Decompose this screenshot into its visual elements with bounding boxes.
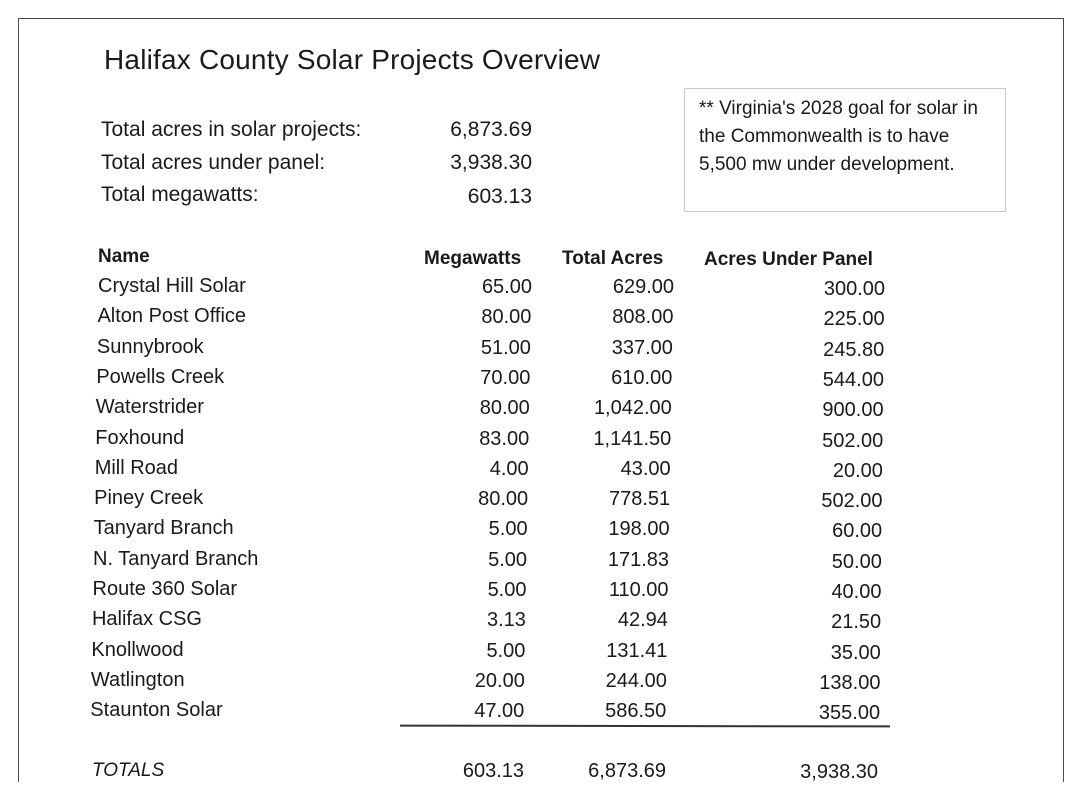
cell-name: Mill Road [94, 456, 179, 479]
summary-value-total-megawatts: 603.13 [467, 185, 532, 208]
cell-name: Waterstrider [95, 396, 204, 419]
goal-note: ** Virginia's 2028 goal for solar in the… [684, 88, 1006, 212]
summary-label-total-acres: Total acres in solar projects: [101, 118, 362, 141]
cell-name: Route 360 Solar [92, 578, 238, 600]
cell-megawatts: 80.00 [479, 397, 530, 420]
summary-label-acres-under-panel: Total acres under panel: [101, 151, 326, 174]
cell-name: Watlington [90, 668, 185, 691]
cell-acres-under-panel: 900.00 [822, 399, 884, 422]
cell-megawatts: 80.00 [481, 306, 532, 329]
summary-value-total-acres: 6,873.69 [450, 118, 532, 141]
cell-acres-under-panel: 60.00 [832, 520, 883, 543]
totals-total-acres: 6,873.69 [588, 760, 666, 782]
column-header-acres-under-panel: Acres Under Panel [704, 249, 873, 270]
cell-name: Crystal Hill Solar [98, 275, 246, 297]
cell-acres-under-panel: 20.00 [832, 459, 883, 482]
cell-acres-under-panel: 40.00 [831, 581, 882, 603]
totals-megawatts: 603.13 [462, 760, 524, 782]
cell-name: Staunton Solar [90, 699, 223, 722]
cell-total-acres: 629.00 [612, 276, 674, 298]
cell-acres-under-panel: 50.00 [831, 550, 882, 573]
cell-acres-under-panel: 21.50 [831, 611, 882, 634]
cell-total-acres: 1,141.50 [593, 427, 672, 450]
summary-value-acres-under-panel: 3,938.30 [450, 151, 532, 174]
cell-megawatts: 65.00 [481, 276, 532, 298]
cell-name: Sunnybrook [96, 335, 204, 358]
cell-total-acres: 1,042.00 [593, 397, 672, 420]
cell-megawatts: 51.00 [480, 336, 531, 359]
cell-total-acres: 43.00 [620, 457, 671, 480]
cell-megawatts: 5.00 [487, 579, 527, 601]
cell-acres-under-panel: 355.00 [818, 702, 881, 725]
cell-acres-under-panel: 544.00 [822, 368, 884, 391]
cell-acres-under-panel: 35.00 [830, 641, 881, 664]
cell-acres-under-panel: 245.80 [823, 338, 885, 361]
column-header-name: Name [98, 246, 150, 267]
cell-acres-under-panel: 225.00 [823, 308, 885, 331]
cell-megawatts: 5.00 [486, 639, 526, 662]
cell-acres-under-panel: 502.00 [821, 490, 883, 513]
cell-total-acres: 586.50 [605, 700, 667, 723]
column-header-total-acres: Total Acres [562, 248, 664, 269]
cell-megawatts: 20.00 [474, 669, 525, 692]
cell-megawatts: 5.00 [488, 518, 528, 541]
cell-name: Knollwood [91, 638, 184, 661]
cell-total-acres: 778.51 [608, 488, 671, 511]
page-title: Halifax County Solar Projects Overview [104, 44, 601, 75]
cell-name: Foxhound [95, 426, 185, 449]
cell-total-acres: 131.41 [606, 639, 668, 662]
cell-total-acres: 808.00 [612, 306, 674, 329]
cell-megawatts: 5.00 [488, 548, 528, 571]
cell-name: Powells Creek [96, 365, 225, 388]
cell-megawatts: 4.00 [489, 457, 529, 480]
cell-total-acres: 244.00 [605, 669, 667, 692]
cell-megawatts: 83.00 [479, 427, 530, 450]
totals-acres-under-panel: 3,938.30 [800, 761, 878, 783]
cell-name: Alton Post Office [97, 305, 247, 328]
summary-label-total-megawatts: Total megawatts: [101, 183, 259, 206]
column-header-megawatts: Megawatts [424, 248, 522, 269]
cell-megawatts: 3.13 [487, 609, 526, 632]
cell-megawatts: 70.00 [480, 366, 531, 389]
document-frame [18, 18, 1064, 782]
totals-label: TOTALS [92, 760, 165, 781]
cell-total-acres: 610.00 [611, 366, 673, 389]
cell-acres-under-panel: 300.00 [823, 278, 885, 300]
cell-total-acres: 337.00 [611, 336, 673, 359]
cell-acres-under-panel: 502.00 [822, 429, 884, 452]
cell-acres-under-panel: 138.00 [819, 671, 881, 694]
cell-name: Piney Creek [94, 487, 204, 510]
cell-megawatts: 47.00 [474, 700, 525, 723]
cell-name: Tanyard Branch [93, 517, 234, 540]
cell-total-acres: 110.00 [608, 579, 669, 601]
cell-name: Halifax CSG [91, 608, 202, 631]
cell-total-acres: 171.83 [607, 548, 670, 571]
cell-total-acres: 42.94 [617, 609, 668, 632]
cell-total-acres: 198.00 [608, 518, 670, 541]
cell-megawatts: 80.00 [478, 488, 529, 511]
cell-name: N. Tanyard Branch [93, 547, 259, 570]
